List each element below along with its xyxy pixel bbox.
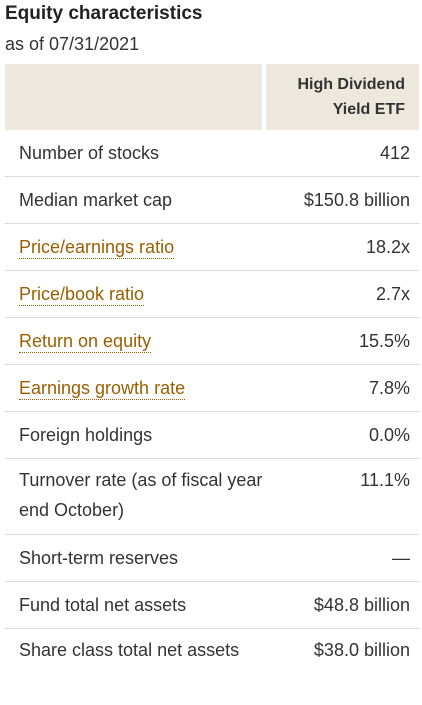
row-label: Fund total net assets	[19, 595, 187, 615]
table-row: Median market cap $150.8 billion	[5, 177, 419, 224]
price-earnings-link[interactable]: Price/earnings ratio	[19, 236, 175, 259]
row-label: Turnover rate (as of fiscal year end Oct…	[19, 470, 263, 520]
return-on-equity-link[interactable]: Return on equity	[19, 330, 152, 353]
row-value: —	[392, 548, 410, 568]
row-label: Median market cap	[19, 190, 173, 210]
row-value: 7.8%	[368, 378, 410, 398]
characteristics-table: High Dividend Yield ETF Number of stocks…	[5, 64, 419, 705]
earnings-growth-link[interactable]: Earnings growth rate	[19, 377, 186, 400]
table-row: Turnover rate (as of fiscal year end Oct…	[5, 459, 419, 535]
table-row: Short-term reserves —	[5, 535, 419, 582]
row-value: 15.5%	[358, 331, 410, 351]
row-value: $150.8 billion	[303, 190, 410, 210]
table-row: Number of stocks 412	[5, 130, 419, 177]
row-value: 11.1%	[360, 470, 410, 490]
price-book-link[interactable]: Price/book ratio	[19, 283, 145, 306]
row-value: 412	[379, 143, 410, 163]
header-blank-cell	[5, 64, 262, 130]
as-of-date: as of 07/31/2021	[5, 34, 140, 54]
row-label: Share class total net assets	[19, 640, 240, 660]
row-value: $48.8 billion	[313, 595, 410, 615]
section-title: Equity characteristics	[5, 3, 203, 24]
table-header: High Dividend Yield ETF	[5, 64, 419, 130]
row-value: $38.0 billion	[313, 640, 410, 660]
table-row: Earnings growth rate 7.8%	[5, 365, 419, 412]
row-value: 2.7x	[375, 284, 410, 304]
row-label: Foreign holdings	[19, 425, 153, 445]
table-row: Foreign holdings 0.0%	[5, 412, 419, 459]
row-value: 18.2x	[365, 237, 410, 257]
row-label: Number of stocks	[19, 143, 160, 163]
table-row: Return on equity 15.5%	[5, 318, 419, 365]
column-header-fund: High Dividend Yield ETF	[266, 64, 419, 130]
row-value: 0.0%	[368, 425, 410, 445]
table-row: Price/book ratio 2.7x	[5, 271, 419, 318]
table-row: Fund total net assets $48.8 billion	[5, 582, 419, 629]
row-label: Short-term reserves	[19, 548, 179, 568]
table-row: Share class total net assets $38.0 billi…	[5, 629, 419, 705]
table-row: Price/earnings ratio 18.2x	[5, 224, 419, 271]
